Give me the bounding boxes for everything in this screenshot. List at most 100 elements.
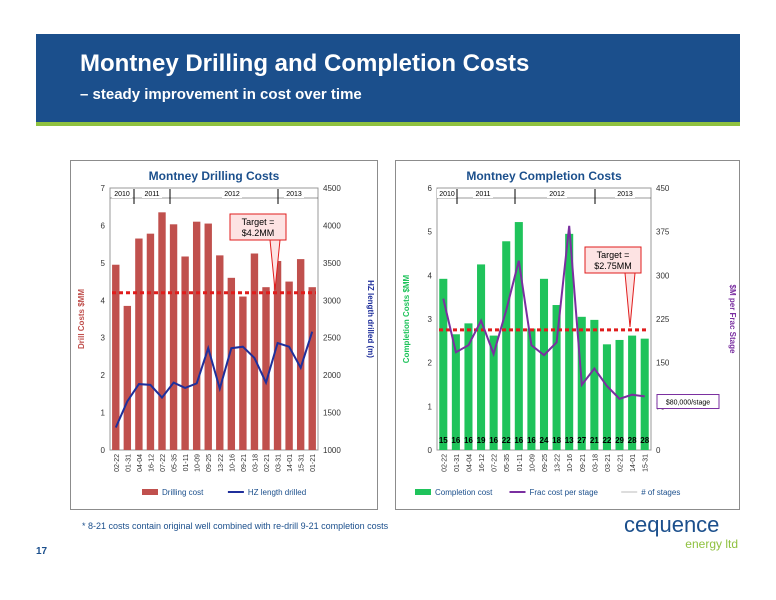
stage-count-label: 16 bbox=[464, 436, 473, 445]
x-tick-label: 03-18 bbox=[252, 454, 259, 472]
y-right-tick-label: 3000 bbox=[323, 296, 341, 305]
bar bbox=[204, 223, 212, 450]
stage-count-label: 16 bbox=[451, 436, 460, 445]
x-tick-label: 02-22 bbox=[441, 454, 448, 472]
y-right-axis-label: $M per Frac Stage bbox=[728, 285, 737, 354]
plot-area bbox=[109, 187, 319, 451]
y-left-tick-label: 1 bbox=[101, 409, 106, 418]
year-label: 2012 bbox=[549, 191, 565, 198]
x-tick-label: 15-31 bbox=[643, 454, 650, 472]
bar bbox=[181, 256, 189, 450]
y-left-tick-label: 0 bbox=[101, 446, 106, 455]
year-label-bg bbox=[142, 189, 162, 198]
year-label: 2011 bbox=[144, 191, 159, 198]
bar bbox=[489, 335, 498, 450]
bar bbox=[527, 328, 536, 450]
y-left-tick-label: 0 bbox=[428, 446, 433, 455]
bar bbox=[273, 260, 282, 450]
stage-count-label: 16 bbox=[527, 436, 536, 445]
stage-count-label: 21 bbox=[590, 436, 599, 445]
x-tick-label: 14-01 bbox=[287, 454, 294, 472]
y-right-tick-label: 300 bbox=[656, 271, 670, 280]
logo-main-text: cequence bbox=[624, 512, 719, 537]
stage-count-label: 13 bbox=[565, 436, 574, 445]
bar bbox=[514, 222, 523, 450]
page-number: 17 bbox=[36, 546, 48, 557]
x-tick-label: 04-04 bbox=[137, 454, 144, 472]
bar bbox=[262, 287, 270, 450]
y-right-tick-label: 1500 bbox=[323, 409, 341, 418]
title-banner bbox=[36, 34, 740, 122]
y-left-tick-label: 2 bbox=[428, 359, 433, 368]
cequence-logo: cequence energy ltd bbox=[624, 512, 738, 551]
year-label: 2013 bbox=[617, 191, 633, 198]
year-label-bg bbox=[437, 189, 457, 198]
bar bbox=[146, 233, 155, 450]
x-tick-label: 15-31 bbox=[299, 454, 306, 472]
y-right-tick-label: 450 bbox=[656, 184, 670, 193]
x-tick-label: 07-22 bbox=[492, 454, 499, 472]
legend-label: HZ length drilled bbox=[248, 488, 306, 497]
bar bbox=[250, 253, 259, 450]
y-right-tick-label: 2000 bbox=[323, 371, 341, 380]
x-tick-label: 03-21 bbox=[605, 454, 612, 472]
x-tick-label: 02-21 bbox=[618, 454, 625, 472]
legend-label: # of stages bbox=[641, 488, 680, 497]
slide-title: Montney Drilling and Completion Costs bbox=[80, 50, 530, 77]
x-tick-label: 05-35 bbox=[172, 454, 179, 472]
x-tick-label: 04-04 bbox=[466, 454, 473, 472]
year-label: 2011 bbox=[475, 191, 490, 198]
x-tick-label: 03-18 bbox=[592, 454, 599, 472]
bar bbox=[192, 221, 201, 450]
y-right-axis-label: HZ length drilled (m) bbox=[366, 280, 375, 358]
legend-swatch bbox=[415, 489, 431, 495]
x-tick-label: 10-16 bbox=[567, 454, 574, 472]
x-tick-label: 05-35 bbox=[504, 454, 511, 472]
x-tick-label: 07-22 bbox=[160, 454, 167, 472]
bar bbox=[227, 277, 236, 450]
target-callout-box bbox=[229, 213, 287, 241]
y-right-tick-label: 4000 bbox=[323, 221, 341, 230]
annotation-box bbox=[656, 394, 720, 410]
year-label: 2010 bbox=[114, 191, 130, 198]
drilling-cost-chart: Montney Drilling Costs 0 1 2 3 4 5 6 7 1000 1500 20… bbox=[70, 160, 378, 510]
bar bbox=[640, 338, 649, 450]
bar bbox=[296, 259, 305, 450]
x-tick-label: 02-22 bbox=[114, 454, 121, 472]
y-left-tick-label: 1 bbox=[428, 402, 433, 411]
bar bbox=[439, 278, 448, 450]
stage-count-label: 15 bbox=[439, 436, 448, 445]
logo-sub-text: energy ltd bbox=[685, 537, 738, 551]
stage-count-label: 28 bbox=[628, 436, 637, 445]
stage-count-label: 16 bbox=[489, 436, 498, 445]
chart-border bbox=[70, 160, 378, 510]
bar bbox=[169, 224, 178, 450]
bar bbox=[135, 238, 143, 450]
x-tick-label: 13-22 bbox=[555, 454, 562, 472]
bar bbox=[239, 296, 247, 450]
bar bbox=[451, 334, 460, 450]
x-tick-label: 01-31 bbox=[125, 454, 132, 472]
stage-count-label: 29 bbox=[615, 436, 624, 445]
legend-label: Completion cost bbox=[435, 488, 493, 497]
x-tick-label: 09-21 bbox=[580, 454, 587, 472]
stage-count-label: 18 bbox=[552, 436, 561, 445]
x-tick-label: 01-31 bbox=[454, 454, 461, 472]
bar bbox=[615, 339, 624, 450]
y-left-tick-label: 7 bbox=[101, 184, 106, 193]
y-right-tick-label: 0 bbox=[656, 446, 661, 455]
bar bbox=[477, 264, 486, 450]
y-left-tick-label: 2 bbox=[101, 371, 106, 380]
bar bbox=[502, 241, 511, 450]
year-label-bg bbox=[473, 189, 493, 198]
bar bbox=[552, 305, 561, 450]
series-line bbox=[114, 331, 314, 428]
bar bbox=[112, 264, 120, 450]
accent-line bbox=[36, 122, 740, 126]
y-right-tick-label: 150 bbox=[656, 359, 670, 368]
x-tick-label: 16-12 bbox=[148, 454, 155, 472]
legend-label: Drilling cost bbox=[162, 488, 204, 497]
target-label: Target = bbox=[242, 217, 275, 227]
stage-count-label: 22 bbox=[502, 436, 511, 445]
bar bbox=[602, 344, 611, 450]
